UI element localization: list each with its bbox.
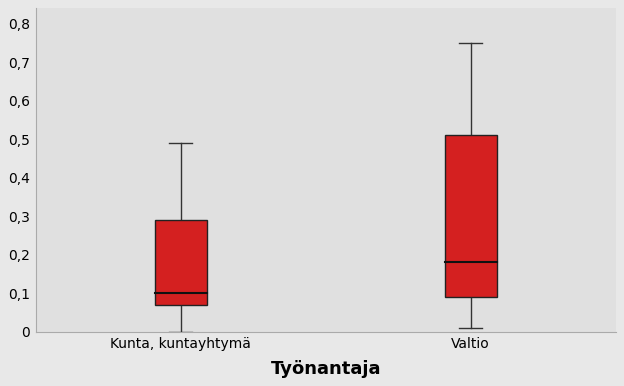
Bar bbox=[155, 220, 207, 305]
Bar bbox=[445, 135, 497, 297]
X-axis label: Työnantaja: Työnantaja bbox=[271, 360, 381, 378]
